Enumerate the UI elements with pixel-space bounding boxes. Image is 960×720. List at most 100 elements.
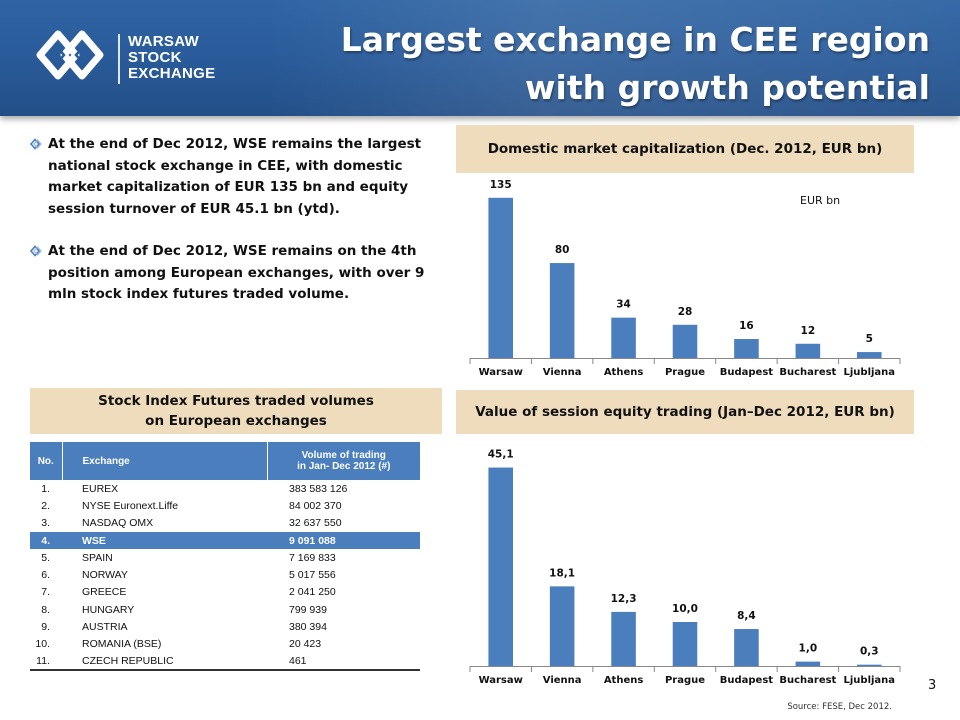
data-label: 1,0 <box>799 643 818 655</box>
row-exchange: ROMANIA (BSE) <box>82 638 162 651</box>
bar-bucharest <box>795 343 821 358</box>
bullet-item: At the end of Dec 2012, WSE remains the … <box>30 134 440 220</box>
bar-prague <box>672 324 698 358</box>
category-tick-label: Vienna <box>543 367 582 378</box>
category-tick-label: Athens <box>604 675 644 686</box>
row-exchange: WSE <box>62 531 267 550</box>
data-label: 80 <box>555 244 570 256</box>
logo-text: WARSAW STOCK EXCHANGE <box>128 34 215 82</box>
table-row: 7. GREECE 2 041 250 <box>30 584 420 601</box>
logo-line: EXCHANGE <box>128 65 216 82</box>
header-banner: WARSAW STOCK EXCHANGE Largest exchange i… <box>0 0 960 116</box>
row-volume: 84 002 370 <box>289 499 342 512</box>
table-header-row: No. Exchange Volume of trading in Jan- D… <box>30 442 420 480</box>
row-exchange: CZECH REPUBLIC <box>62 652 267 672</box>
col-volume: Volume of trading in Jan- Dec 2012 (#) <box>267 442 420 480</box>
bullet-diamond-icon <box>30 245 42 257</box>
table-row: 2. NYSE Euronext.Liffe 84 002 370 <box>30 497 420 514</box>
row-no: 5. <box>41 551 50 564</box>
row-volume: 5 017 556 <box>289 569 336 582</box>
equity-trading-chart-svg: 45,1 Warsaw 18,1 Vienna 12,3 Athens 10,0 Prague… <box>469 449 901 686</box>
table-row: 10. ROMANIA (BSE) 20 423 <box>30 636 420 653</box>
futures-heading: Stock Index Futures traded volumes on Eu… <box>30 388 442 434</box>
row-no: 2. <box>41 499 50 512</box>
bullet-text: At the end of Dec 2012, WSE remains the … <box>48 136 422 217</box>
row-no: 4. <box>30 531 62 550</box>
data-label: 12,3 <box>611 593 637 605</box>
row-no: 1. <box>41 482 50 495</box>
category-tick-label: Budapest <box>720 675 774 686</box>
bullet-item: At the end of Dec 2012, WSE remains on t… <box>30 241 440 306</box>
category-tick-label: Ljubljana <box>844 675 896 686</box>
category-tick-label: Athens <box>604 367 644 378</box>
page-title: Largest exchange in CEE region with grow… <box>341 16 930 112</box>
col-volume-line: in Jan- Dec 2012 (#) <box>297 461 391 472</box>
header-sheen <box>265 0 960 116</box>
data-label: 0,3 <box>860 646 879 658</box>
table-row: 4. WSE 9 091 088 <box>30 531 420 550</box>
table-row: 3. NASDAQ OMX 32 637 550 <box>30 515 420 532</box>
row-no: 8. <box>41 603 50 616</box>
row-no: 3. <box>41 517 50 530</box>
market-cap-heading: Domestic market capitalization (Dec. 201… <box>456 125 914 173</box>
row-volume: 32 637 550 <box>289 517 342 530</box>
table-row: 9. AUSTRIA 380 394 <box>30 618 420 635</box>
col-exchange: Exchange <box>62 442 268 480</box>
row-exchange: HUNGARY <box>82 603 135 616</box>
bullet-diamond-icon <box>30 138 42 150</box>
category-tick-label: Bucharest <box>779 367 836 378</box>
bar-warsaw <box>488 197 513 358</box>
bullet-text: At the end of Dec 2012, WSE remains on t… <box>48 243 425 302</box>
futures-table: No. Exchange Volume of trading in Jan- D… <box>30 442 420 672</box>
title-line: with growth potential <box>525 68 930 107</box>
data-label: 5 <box>866 333 873 345</box>
row-exchange: NORWAY <box>82 569 128 582</box>
data-label: 18,1 <box>549 567 575 579</box>
row-volume: 461 <box>267 652 420 672</box>
row-no: 11. <box>30 652 62 672</box>
col-volume-line: Volume of trading <box>301 450 386 461</box>
row-exchange: NASDAQ OMX <box>82 517 154 530</box>
row-volume: 20 423 <box>289 638 322 651</box>
data-label: 8,4 <box>737 610 756 622</box>
bar-budapest <box>734 629 759 666</box>
bar-athens <box>611 611 636 666</box>
row-no: 7. <box>41 586 50 599</box>
row-exchange: EUREX <box>82 482 119 495</box>
row-volume: 7 169 833 <box>289 551 336 564</box>
bar-budapest <box>734 339 759 358</box>
data-label: 10,0 <box>672 603 698 615</box>
row-exchange: NYSE Euronext.Liffe <box>82 499 179 512</box>
table-row: 11. CZECH REPUBLIC 461 <box>30 652 420 672</box>
data-label: 12 <box>801 325 816 337</box>
row-exchange: GREECE <box>82 586 127 599</box>
wse-logo-icon <box>36 30 104 80</box>
category-tick-label: Prague <box>665 367 705 378</box>
table-row: 5. SPAIN 7 169 833 <box>30 549 420 566</box>
category-tick-label: Ljubljana <box>844 367 896 378</box>
equity-trading-heading: Value of session equity trading (Jan–Dec… <box>456 390 914 434</box>
category-tick-label: Warsaw <box>479 367 523 378</box>
data-label: 34 <box>616 299 631 311</box>
equity-trading-chart: 45,1 Warsaw 18,1 Vienna 12,3 Athens 10,0 Prague… <box>469 446 901 692</box>
market-cap-chart-svg: 135 Warsaw 80 Vienna 34 Athens 28 Prague 16 Budap… <box>469 179 901 378</box>
row-volume: 9 091 088 <box>267 531 420 550</box>
futures-heading-line: on European exchanges <box>145 413 327 429</box>
bar-vienna <box>549 263 575 358</box>
row-volume: 383 583 126 <box>289 482 348 495</box>
data-label: 135 <box>490 179 512 191</box>
data-label: 28 <box>678 306 693 318</box>
bar-warsaw <box>488 467 513 666</box>
bar-vienna <box>549 586 575 666</box>
title-line: Largest exchange in CEE region <box>340 20 930 59</box>
row-no: 6. <box>41 569 50 582</box>
row-volume: 380 394 <box>289 621 327 634</box>
category-tick-label: Warsaw <box>479 675 523 686</box>
bar-bucharest <box>795 661 821 666</box>
data-label: 45,1 <box>488 449 514 461</box>
row-exchange: AUSTRIA <box>82 621 128 634</box>
table-row: 8. HUNGARY 799 939 <box>30 601 420 618</box>
bar-ljubljana <box>857 352 882 358</box>
category-tick-label: Prague <box>665 675 705 686</box>
equity-trading-title: Value of session equity trading (Jan–Dec… <box>475 404 895 420</box>
